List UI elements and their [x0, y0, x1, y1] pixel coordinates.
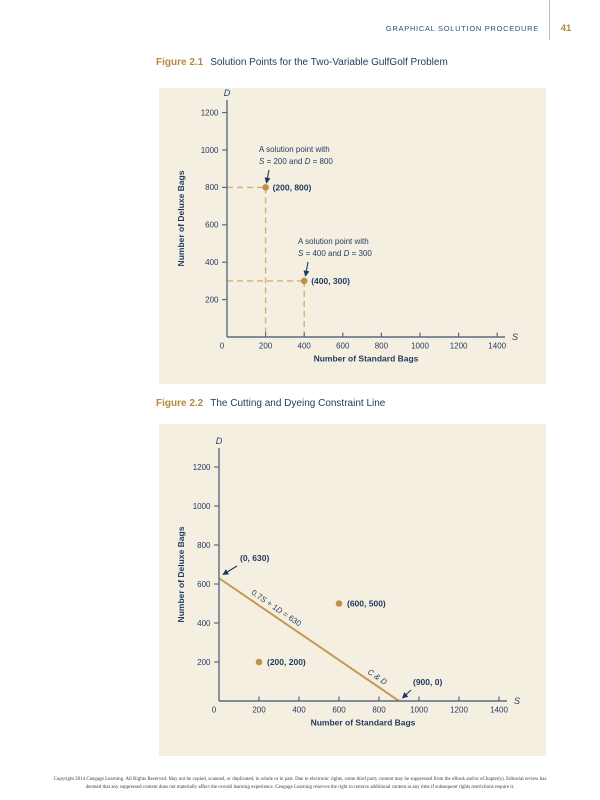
annotation-line: A solution point with: [259, 145, 330, 154]
constraint-line: [218, 577, 400, 702]
x-tick-label: 600: [336, 342, 350, 351]
y-tick-label: 1000: [201, 146, 219, 155]
x-tick-label: 200: [252, 706, 266, 715]
figure-2-1-chart: 200 400 600 800 1000 1200 0 200 400 600 800 1000 120…: [159, 88, 546, 384]
x-tick-label: 200: [259, 342, 273, 351]
y-tick-label: 1200: [201, 108, 219, 117]
figure-2-2-caption: Figure 2.2 The Cutting and Dyeing Constra…: [156, 398, 385, 409]
copyright-line-2: deemed that any suppressed content does …: [85, 784, 515, 790]
data-point-label: (200, 800): [273, 182, 312, 192]
x-tick-label: 400: [292, 706, 306, 715]
axes: [218, 448, 507, 702]
constraint-equation-label: 0.7S + 1D = 630: [250, 588, 304, 629]
running-head: GRAPHICAL SOLUTION PROCEDURE: [385, 24, 539, 33]
annotation: A solution point with S = 400 and D = 300: [298, 237, 372, 277]
y-tick-label: 800: [205, 183, 219, 192]
x-tick-label: 1000: [411, 342, 429, 351]
annotation-line: S = 400 and D = 300: [298, 249, 372, 258]
data-point: [255, 658, 263, 666]
y-axis-title: Number of Deluxe Bags: [176, 170, 186, 266]
annotation-line: A solution point with: [298, 237, 369, 246]
fig2-svg: 0.7S + 1D = 630 C & D 200 400 600 800 1000 1200…: [176, 436, 520, 728]
x-axis-symbol: S: [512, 332, 518, 342]
header-divider: [549, 0, 550, 40]
annotation-line: S = 200 and D = 800: [259, 157, 333, 166]
annotation-line: (0, 630): [240, 553, 269, 563]
annotation: A solution point with S = 200 and D = 800: [259, 145, 333, 184]
x-tick-label: 1400: [490, 706, 508, 715]
figure-2-2-chart: 0.7S + 1D = 630 C & D 200 400 600 800 1000 1200…: [159, 424, 546, 756]
y-axis-symbol: D: [224, 88, 231, 98]
x-tick-label: 600: [332, 706, 346, 715]
annotation: (0, 630): [222, 553, 269, 575]
x-axis-title: Number of Standard Bags: [314, 354, 419, 364]
data-point: [262, 184, 269, 191]
data-point-label: (600, 500): [347, 599, 386, 609]
x-axis-symbol: S: [514, 696, 520, 706]
figure-2-1-label: Figure 2.1: [156, 57, 204, 68]
x-tick-label: 1200: [450, 706, 468, 715]
x-tick-label: 0: [212, 706, 217, 715]
y-tick-label: 800: [197, 541, 211, 550]
x-tick-label: 1200: [450, 342, 468, 351]
data-point-label: (400, 300): [311, 276, 350, 286]
y-tick-label: 1200: [193, 463, 211, 472]
y-tick-label: 600: [197, 580, 211, 589]
figure-2-1-caption: Figure 2.1 Solution Points for the Two-Va…: [156, 57, 448, 68]
figure-2-1-title: Solution Points for the Two-Variable Gul…: [210, 57, 448, 68]
guide-lines: [227, 186, 267, 337]
data-point: [335, 600, 343, 607]
figure-2-2-title: The Cutting and Dyeing Constraint Line: [210, 398, 386, 409]
guide-lines: [227, 280, 305, 337]
fig1-svg: 200 400 600 800 1000 1200 0 200 400 600 800 1000 120…: [176, 88, 518, 364]
x-tick-label: 400: [298, 342, 312, 351]
constraint-name-label: C & D: [366, 667, 389, 687]
annotation-arrow: [401, 689, 412, 699]
y-tick-label: 200: [205, 295, 219, 304]
copyright-footer: Copyright 2014 Cengage Learning. All Rig…: [18, 776, 582, 791]
y-tick-label: 400: [197, 619, 211, 628]
y-axis-symbol: D: [216, 436, 223, 446]
x-tick-label: 800: [372, 706, 386, 715]
y-axis-title: Number of Deluxe Bags: [176, 526, 186, 622]
axes: [226, 100, 505, 338]
annotation-line: (900, 0): [413, 677, 442, 687]
annotation-arrow: [264, 169, 271, 184]
data-point-label: (200, 200): [267, 657, 306, 667]
x-axis-title: Number of Standard Bags: [311, 718, 416, 728]
x-tick-label: 1000: [410, 706, 428, 715]
y-tick-label: 200: [197, 658, 211, 667]
y-tick-label: 600: [205, 221, 219, 230]
figure-2-2-label: Figure 2.2: [156, 398, 204, 409]
x-tick-label: 1400: [488, 342, 506, 351]
y-tick-label: 400: [205, 258, 219, 267]
x-tick-label: 0: [220, 342, 225, 351]
annotation-arrow: [303, 261, 310, 277]
copyright-line-1: Copyright 2014 Cengage Learning. All Rig…: [53, 777, 547, 782]
y-tick-label: 1000: [193, 502, 211, 511]
data-point: [300, 277, 308, 285]
x-tick-label: 800: [375, 342, 389, 351]
annotation-arrow: [222, 565, 238, 575]
page-header: GRAPHICAL SOLUTION PROCEDURE 41: [386, 0, 572, 40]
page-number: 41: [560, 23, 572, 34]
annotation: (900, 0): [401, 677, 442, 699]
